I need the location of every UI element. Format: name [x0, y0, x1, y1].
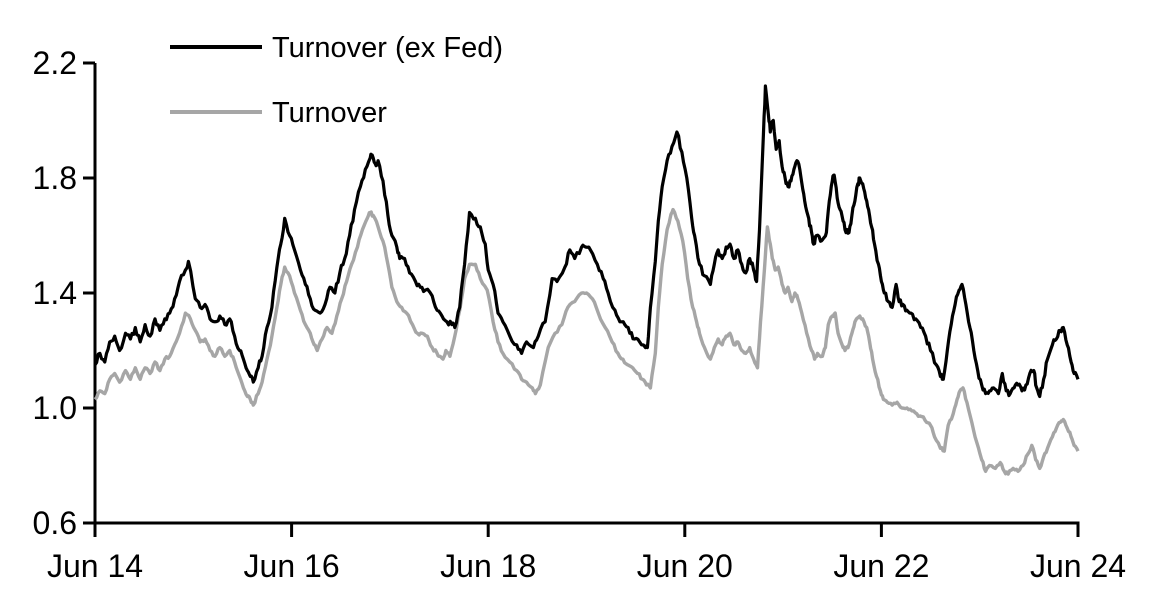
series-lines	[93, 84, 1080, 476]
legend-label-turnover: Turnover	[272, 97, 387, 129]
y-tick-label: 0.6	[33, 505, 77, 541]
series-line-turnover	[93, 207, 1080, 476]
x-tick-label: Jun 16	[244, 548, 340, 584]
axes: 0.6 1.0 1.4 1.8 2.2 Jun 14 Jun 16 Jun 18 Jun 20 J…	[33, 45, 1127, 584]
x-tick-label: Jun 20	[637, 548, 733, 584]
legend: Turnover (ex Fed) Turnover	[170, 32, 503, 129]
series-line-turnover-ex-fed	[93, 84, 1080, 399]
y-tick-label: 1.8	[33, 160, 77, 196]
y-tick-label: 2.2	[33, 45, 77, 81]
x-tick-label: Jun 14	[47, 548, 143, 584]
legend-label-turnover-ex-fed: Turnover (ex Fed)	[272, 32, 503, 64]
y-tick-label: 1.0	[33, 390, 77, 426]
x-tick-label: Jun 24	[1030, 548, 1126, 584]
x-tick-label: Jun 22	[833, 548, 929, 584]
y-tick-label: 1.4	[33, 275, 77, 311]
x-tick-label: Jun 18	[440, 548, 536, 584]
